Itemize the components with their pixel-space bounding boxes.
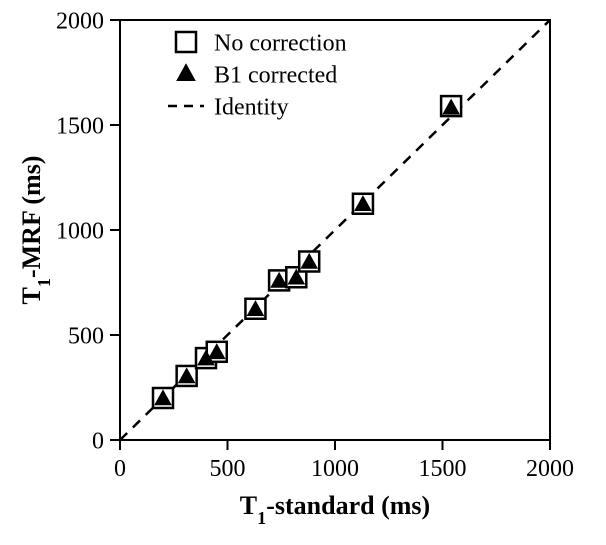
y-tick-label: 2000 <box>56 8 104 34</box>
y-tick-label: 0 <box>92 428 104 454</box>
x-tick-label: 2000 <box>526 456 574 482</box>
legend-label: No correction <box>214 30 347 56</box>
scatter-chart: 05001000150020000500100015002000T1-stand… <box>0 0 606 545</box>
x-tick-label: 500 <box>210 456 246 482</box>
chart-svg: 05001000150020000500100015002000T1-stand… <box>0 0 606 545</box>
x-tick-label: 1000 <box>311 456 359 482</box>
x-tick-label: 1500 <box>419 456 467 482</box>
y-tick-label: 1500 <box>56 113 104 139</box>
y-tick-label: 500 <box>68 323 104 349</box>
y-tick-label: 1000 <box>56 218 104 244</box>
legend-label: B1 corrected <box>214 62 337 88</box>
x-tick-label: 0 <box>114 456 126 482</box>
legend-label: Identity <box>214 94 289 120</box>
marker-square <box>176 32 196 52</box>
